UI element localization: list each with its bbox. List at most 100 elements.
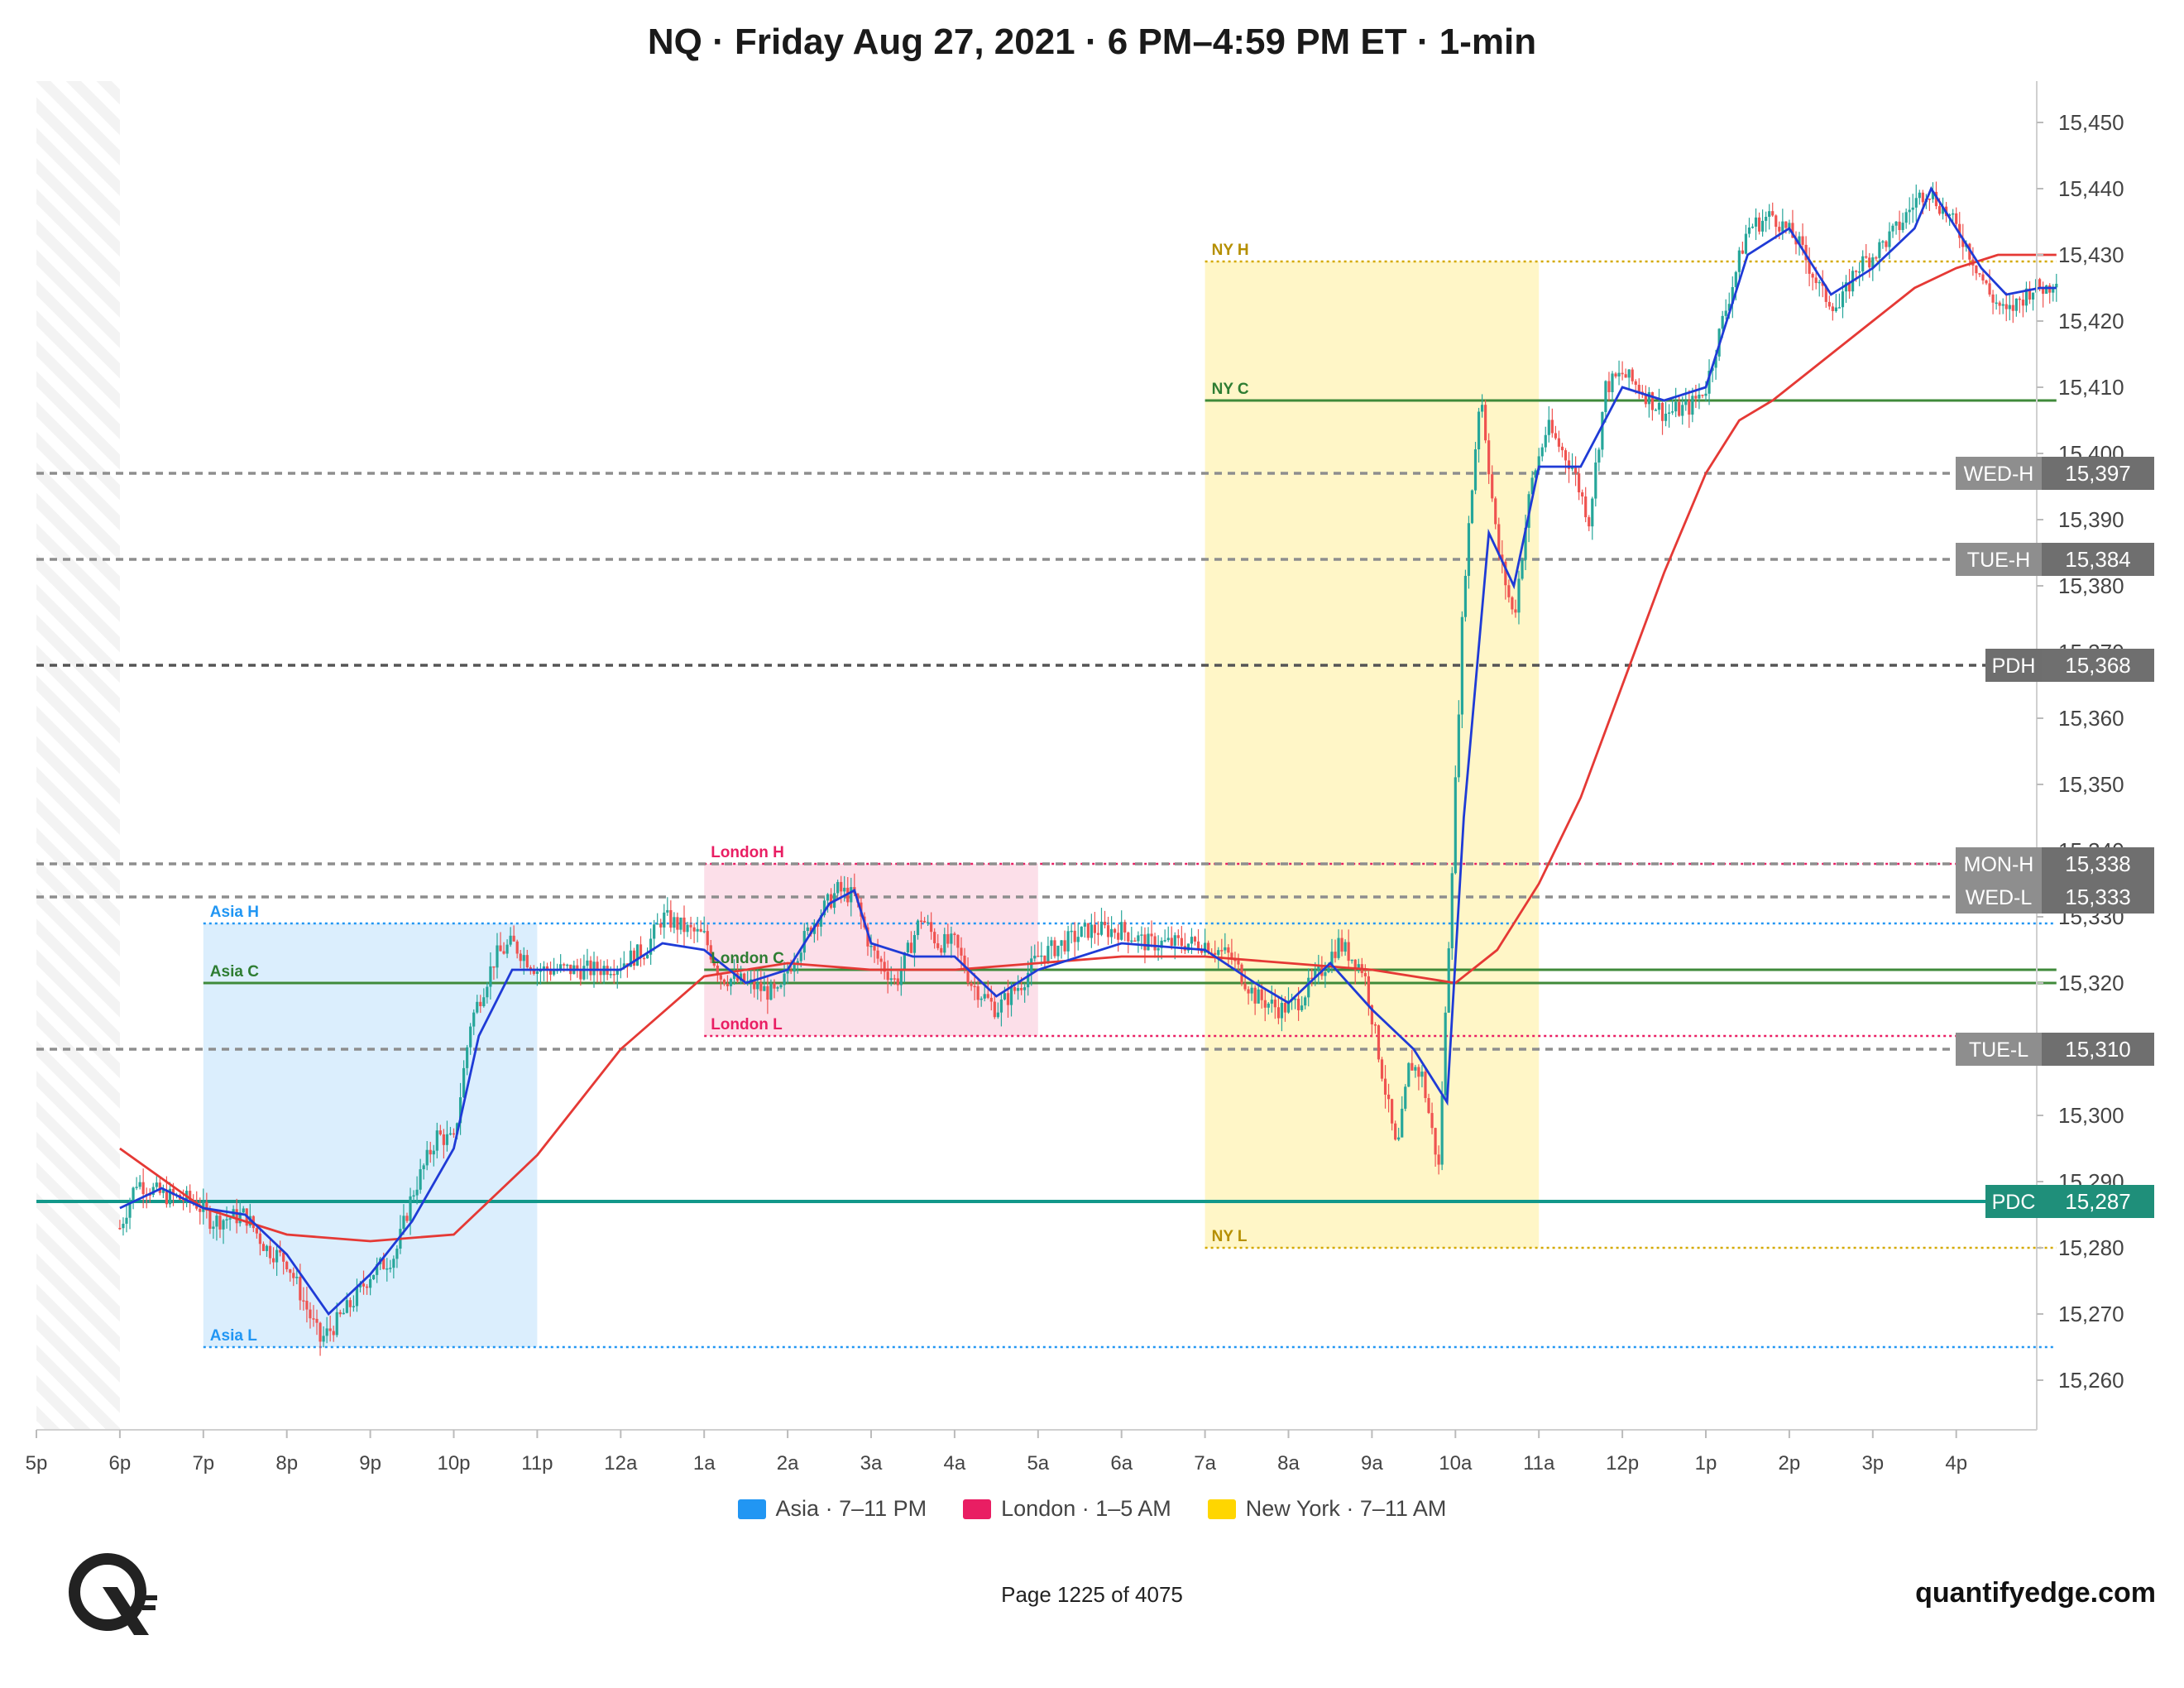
candle-body [679, 917, 682, 930]
site-link[interactable]: quantifyedge.com [1915, 1577, 2156, 1609]
candle-body [1497, 524, 1501, 555]
candle-body [763, 985, 766, 991]
candle-body [1487, 440, 1491, 475]
candle-body [338, 1312, 342, 1315]
candle-body [1560, 446, 1564, 451]
level-tag-box-tue-l [1956, 1033, 2042, 1066]
candle-body [866, 927, 869, 947]
candle-body [382, 1258, 386, 1269]
candle-body [1537, 456, 1540, 471]
candle-body [1878, 242, 1881, 258]
candle-body [1214, 952, 1217, 955]
candle-body [1193, 937, 1197, 942]
candle-body [1297, 998, 1300, 1010]
level-price-label-tue-l: 15,310 [2065, 1037, 2131, 1062]
level-price-box-wed-h [2042, 457, 2154, 490]
candle-body [1380, 1059, 1384, 1079]
candle-body [1440, 1095, 1444, 1165]
candle-body [596, 961, 599, 971]
candle-body [542, 966, 546, 971]
x-tick-label: 7p [192, 1452, 214, 1475]
candle-body [1894, 221, 1898, 226]
candle-body [1447, 948, 1450, 1013]
candle-body [1204, 942, 1207, 953]
candle-body [1804, 244, 1808, 261]
ema-slow-line [119, 253, 2057, 1243]
candle-body [916, 920, 920, 936]
candle-body [1397, 1137, 1401, 1140]
y-tick-label: 15,420 [2058, 309, 2124, 333]
candle-body [532, 970, 535, 975]
candle-body [482, 997, 486, 1006]
candle-body [686, 924, 689, 933]
candle-body [1420, 1072, 1424, 1077]
candle-body [1434, 1128, 1437, 1155]
candle-body [442, 1134, 445, 1145]
candle-body [345, 1300, 348, 1313]
candle-body [1176, 935, 1180, 938]
candle-body [1391, 1099, 1394, 1124]
candle-body [822, 900, 826, 916]
session-close-label-newyork: NY C [1212, 381, 1249, 398]
candle-body [1507, 585, 1511, 597]
candle-body [409, 1196, 412, 1221]
candle-body [389, 1268, 392, 1269]
candle-body [940, 947, 943, 953]
candle-body [1494, 498, 1497, 525]
candle-body [1898, 221, 1901, 231]
candle-body [118, 1228, 122, 1230]
candle-body [1363, 972, 1367, 976]
candle-body [332, 1331, 335, 1336]
candle-body [215, 1216, 218, 1227]
candle-body [719, 975, 722, 980]
candle-body [1727, 304, 1731, 311]
candle-body [1824, 285, 1827, 302]
candle-body [212, 1226, 215, 1230]
candle-body [218, 1216, 222, 1230]
candle-body [1875, 257, 1878, 259]
y-tick-label: 15,440 [2058, 176, 2124, 201]
candle-body [1147, 933, 1150, 951]
candle-body [1030, 958, 1033, 973]
candle-body [1103, 921, 1107, 926]
candle-body [1584, 496, 1588, 518]
candle-body [635, 944, 639, 966]
candle-body [756, 982, 759, 990]
candle-body [996, 1012, 999, 1018]
candle-body [816, 923, 820, 927]
candle-body [1470, 490, 1474, 524]
level-price-box-mon-h [2042, 847, 2154, 880]
candle-body [515, 941, 519, 954]
candle-body [1634, 381, 1637, 386]
candle-body [709, 945, 712, 960]
candle-body [1037, 956, 1040, 957]
candle-body [1668, 412, 1671, 415]
candle-body [1207, 942, 1210, 953]
level-tag-label-tue-l: TUE-L [1969, 1038, 2028, 1062]
candle-body [1060, 940, 1063, 946]
candle-body [1904, 212, 1908, 223]
candle-body [1837, 307, 1842, 309]
x-tick-label: 4a [944, 1452, 966, 1475]
candle-body [135, 1187, 138, 1188]
candle-body [1901, 223, 1904, 231]
candle-body [358, 1283, 362, 1288]
candle-body [448, 1133, 453, 1135]
candle-body [1914, 198, 1918, 208]
candle-body [1501, 554, 1504, 562]
candle-body [642, 957, 646, 960]
candle-body [1757, 217, 1761, 232]
level-price-label-tue-h: 15,384 [2065, 547, 2131, 572]
candle-body [1353, 959, 1357, 971]
candle-body [1307, 977, 1310, 998]
x-tick-label: 10p [437, 1452, 470, 1475]
candle-body [1407, 1062, 1410, 1087]
candle-body [973, 985, 976, 988]
candle-body [161, 1189, 165, 1193]
candle-body [653, 924, 656, 939]
candle-body [1614, 373, 1617, 376]
candle-body [1931, 191, 1935, 199]
candle-body [1881, 241, 1885, 243]
x-tick-label: 7a [1194, 1452, 1216, 1475]
